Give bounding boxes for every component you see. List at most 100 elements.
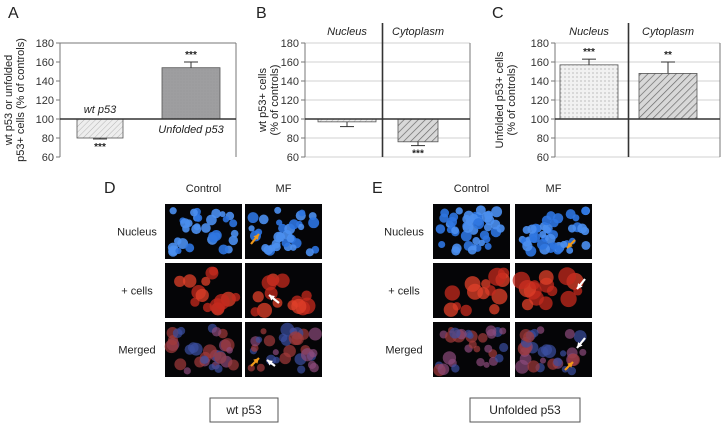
y-tick-label: 160 — [531, 57, 549, 69]
y-tick-label: 60 — [537, 152, 549, 164]
significance-label: *** — [94, 142, 106, 153]
cell — [451, 226, 459, 235]
cell — [271, 239, 281, 249]
y-tick-label: 100 — [531, 114, 549, 126]
cell — [272, 349, 279, 356]
bar-nucleus — [559, 64, 619, 120]
chart-panel-b: B 60 80 100 120 140 160 180 wt p53+ cells(% of c… — [256, 5, 471, 164]
cell — [580, 226, 590, 236]
cell — [560, 240, 568, 249]
cell — [180, 218, 191, 229]
y-tick-label: 180 — [531, 38, 549, 50]
y-axis-label-line: p53+ cells (% of controls) — [15, 38, 27, 162]
bar-unfolded-p53 — [161, 67, 221, 120]
cell — [449, 327, 461, 339]
cell — [297, 365, 306, 374]
category-label: Cytoplasm — [642, 26, 694, 38]
cell — [539, 296, 553, 311]
y-axis-label-line: wt p53 or unfolded — [3, 55, 15, 147]
cell — [169, 207, 177, 215]
micrograph-panels: D Control MF Nucleus + cells Merged wt p53 E Con… — [104, 180, 592, 423]
cell — [473, 218, 485, 230]
cell — [205, 266, 219, 280]
cell — [201, 223, 211, 233]
cell — [451, 246, 461, 256]
cell — [478, 239, 485, 247]
row-label: + cells — [121, 286, 153, 298]
caption-label: wt p53 — [225, 403, 262, 417]
cell — [567, 366, 577, 376]
y-tick-label: 80 — [537, 133, 549, 145]
cell — [214, 364, 223, 373]
cell — [279, 352, 292, 365]
y-axis-label-line: (% of controls) — [506, 65, 518, 136]
cell — [522, 240, 533, 252]
cell — [538, 270, 554, 285]
cell — [494, 354, 504, 363]
orange-arrow-head — [253, 358, 259, 364]
cell — [536, 326, 545, 334]
cell — [579, 348, 587, 356]
cell — [174, 358, 187, 371]
cell — [472, 237, 481, 245]
cell — [467, 332, 474, 339]
cell — [219, 211, 226, 218]
cell — [440, 208, 450, 218]
cell — [201, 276, 211, 286]
cell — [558, 267, 577, 286]
cell — [298, 209, 306, 217]
cell — [573, 330, 587, 343]
cell — [444, 285, 460, 301]
y-tick-label: 180 — [36, 38, 54, 50]
cell — [189, 342, 203, 356]
cell — [573, 286, 583, 296]
white-arrow-head — [577, 283, 583, 289]
cell — [291, 332, 304, 346]
cell — [274, 206, 282, 214]
cell — [488, 267, 507, 286]
cell — [256, 363, 265, 372]
cell — [484, 242, 492, 250]
category-label: Nucleus — [327, 26, 367, 38]
cell — [218, 244, 229, 255]
cell — [208, 363, 216, 371]
y-axis-label-line: (% of controls) — [269, 65, 281, 136]
cell — [202, 302, 213, 313]
y-tick-label: 140 — [281, 76, 299, 88]
cell — [481, 211, 493, 223]
cell — [455, 207, 463, 215]
cell — [544, 226, 551, 234]
white-arrow-head — [269, 295, 275, 301]
cell — [231, 292, 241, 302]
cell — [564, 328, 575, 339]
cell — [560, 290, 577, 308]
cell — [527, 224, 537, 234]
cell — [491, 288, 508, 305]
cell — [529, 232, 541, 243]
y-tick-label: 120 — [36, 95, 54, 107]
cell — [460, 304, 472, 317]
y-tick-label: 60 — [287, 152, 299, 164]
cell — [485, 325, 497, 337]
panel-label: C — [492, 5, 504, 22]
micrograph-panel-d: D Control MF Nucleus + cells Merged wt p53 — [104, 180, 322, 423]
cell — [213, 293, 230, 310]
cell — [539, 231, 547, 239]
cell — [305, 248, 314, 257]
cell — [211, 327, 222, 337]
cell — [194, 214, 203, 222]
cell — [211, 208, 221, 219]
y-tick-label: 80 — [287, 133, 299, 145]
cell — [550, 218, 559, 228]
y-axis-label-line: Unfolded p53+ cells — [494, 51, 506, 148]
cell — [523, 331, 535, 343]
y-axis-label: Unfolded p53+ cells(% of controls) — [494, 51, 518, 148]
category-label: Cytoplasm — [392, 26, 444, 38]
cell — [255, 336, 263, 343]
caption-label: Unfolded p53 — [489, 403, 561, 417]
cell — [437, 363, 450, 376]
panel-label: B — [256, 5, 267, 22]
cell — [438, 240, 446, 249]
column-header: Control — [186, 183, 221, 195]
